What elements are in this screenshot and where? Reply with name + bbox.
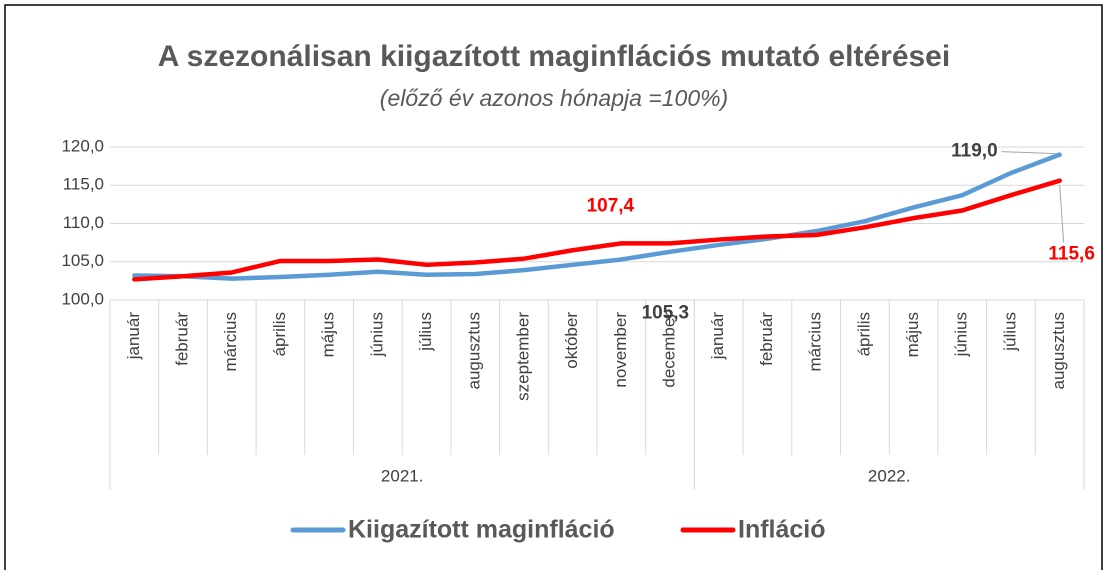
x-tick-label: július xyxy=(1000,312,1019,352)
y-tick-label: 100,0 xyxy=(61,289,104,308)
chart-subtitle: (előző év azonos hónapja =100%) xyxy=(380,85,728,111)
x-tick-label: március xyxy=(221,312,240,372)
y-tick-label: 110,0 xyxy=(63,213,104,232)
x-tick-label: augusztus xyxy=(465,312,484,390)
x-tick-label: február xyxy=(173,312,192,366)
x-tick-label: november xyxy=(611,312,630,388)
data-label: 119,0 xyxy=(951,141,998,162)
chart-border xyxy=(4,4,1103,575)
data-label: 107,4 xyxy=(587,195,635,216)
data-label: 115,6 xyxy=(1048,244,1095,265)
x-tick-label: május xyxy=(319,312,338,357)
x-tick-label: augusztus xyxy=(1049,312,1068,390)
series-line xyxy=(132,178,1062,282)
group-label: 2021. xyxy=(381,466,424,485)
y-tick-label: 105,0 xyxy=(61,251,104,270)
group-label: 2022. xyxy=(868,466,911,485)
x-tick-label: január xyxy=(124,312,143,361)
y-tick-label: 115,0 xyxy=(63,175,104,194)
x-tick-label: április xyxy=(270,312,289,356)
x-tick-label: április xyxy=(854,312,873,356)
data-label: 105,3 xyxy=(642,302,690,323)
x-tick-label: december xyxy=(660,312,679,388)
x-tick-label: június xyxy=(952,312,971,357)
x-tick-label: október xyxy=(562,312,581,369)
x-tick-label: május xyxy=(903,312,922,357)
leader-line xyxy=(1059,184,1065,243)
x-tick-label: január xyxy=(708,312,727,361)
x-tick-label: június xyxy=(367,312,386,357)
y-tick-label: 120,0 xyxy=(61,136,104,155)
legend-label: Infláció xyxy=(738,516,826,544)
series-line xyxy=(132,152,1062,281)
x-tick-label: július xyxy=(416,312,435,352)
x-tick-label: szeptember xyxy=(513,312,532,401)
x-tick-label: március xyxy=(806,312,825,372)
leader-line xyxy=(1001,151,1056,155)
chart-title: A szezonálisan kiigazított maginflációs … xyxy=(158,40,950,73)
legend-label: Kiigazított maginfláció xyxy=(348,516,615,544)
x-tick-label: február xyxy=(757,312,776,366)
